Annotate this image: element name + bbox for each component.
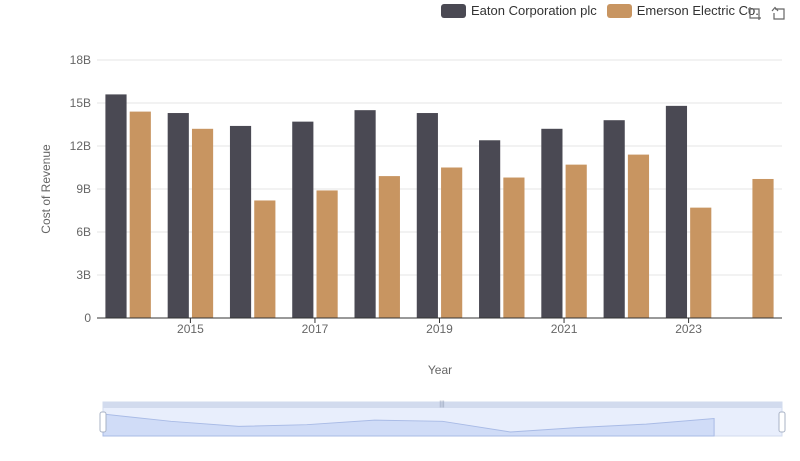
bar-emerson-2019[interactable] [441, 167, 463, 319]
y-tick-label: 6B [76, 225, 91, 239]
legend-label-eaton: Eaton Corporation plc [471, 3, 597, 18]
bar-emerson-2015[interactable] [191, 128, 214, 318]
bar-emerson-2023[interactable] [690, 207, 712, 318]
toolbox [747, 6, 786, 21]
bar-emerson-2020[interactable] [503, 177, 525, 318]
zoom-select-icon[interactable] [747, 6, 762, 21]
y-tick-label: 18B [70, 53, 91, 67]
bar-emerson-2022[interactable] [627, 154, 650, 318]
x-axis: 2015 2017 2019 2021 2023 [97, 317, 782, 336]
bar-emerson-2018[interactable] [378, 176, 400, 318]
data-zoom-slider[interactable]: ||| [99, 401, 786, 437]
legend-swatch-emerson [606, 3, 632, 18]
bar-emerson-2024[interactable] [752, 178, 774, 318]
y-axis-label: Cost of Revenue [39, 144, 53, 234]
y-axis-ticks: 0 3B 6B 9B 12B 15B 18B [70, 53, 92, 325]
x-tick-label: 2017 [302, 322, 329, 336]
legend-label-emerson: Emerson Electric Co. [636, 3, 759, 18]
legend-item-eaton[interactable]: Eaton Corporation plc [441, 3, 597, 18]
bar-eaton-2014[interactable] [105, 94, 127, 319]
zoom-top-bar[interactable] [103, 402, 782, 408]
bar-eaton-2015[interactable] [167, 113, 189, 319]
zoom-handle-left[interactable] [99, 411, 107, 433]
x-tick-label: 2021 [551, 322, 578, 336]
zoom-data-shadow [102, 413, 715, 437]
y-tick-label: 12B [70, 139, 91, 153]
bar-eaton-2018[interactable] [354, 110, 376, 319]
bar-eaton-2017[interactable] [292, 121, 314, 318]
x-tick-label: 2023 [675, 322, 702, 336]
x-tick-label: 2019 [426, 322, 453, 336]
bar-emerson-2021[interactable] [565, 164, 587, 318]
bar-eaton-2020[interactable] [479, 140, 501, 318]
y-tick-label: 15B [70, 96, 91, 110]
legend: Eaton Corporation plc Emerson Electric C… [441, 3, 759, 18]
zoom-reset-icon[interactable] [771, 6, 786, 21]
legend-item-emerson[interactable]: Emerson Electric Co. [606, 3, 759, 18]
x-axis-label: Year [428, 363, 452, 377]
bar-eaton-2022[interactable] [603, 120, 625, 318]
bar-emerson-2014[interactable] [129, 111, 151, 318]
bars [105, 94, 774, 319]
bar-emerson-2016[interactable] [254, 200, 276, 318]
zoom-grip-icon: ||| [439, 401, 445, 408]
y-tick-label: 0 [84, 311, 91, 325]
bar-eaton-2019[interactable] [416, 113, 438, 319]
zoom-handle-right[interactable] [778, 411, 786, 433]
bar-eaton-2023[interactable] [665, 105, 688, 318]
y-tick-label: 3B [76, 268, 91, 282]
bar-emerson-2017[interactable] [316, 190, 338, 318]
bar-eaton-2021[interactable] [541, 128, 563, 318]
x-tick-label: 2015 [177, 322, 204, 336]
legend-swatch-eaton [441, 3, 466, 18]
bar-eaton-2016[interactable] [229, 125, 252, 318]
y-tick-label: 9B [76, 182, 91, 196]
